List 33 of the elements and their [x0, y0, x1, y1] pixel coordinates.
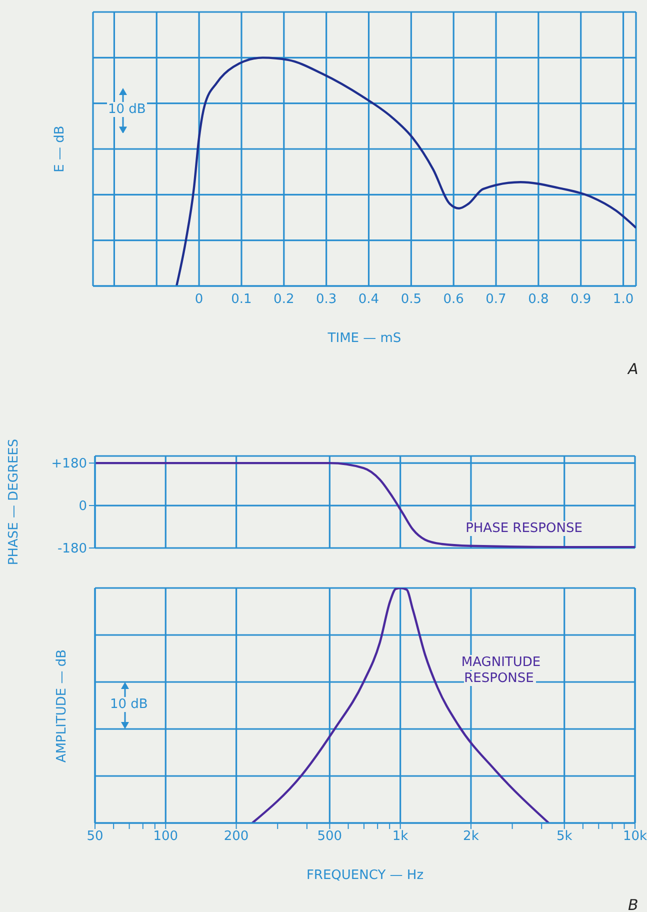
x-tick-label: 0.7 — [486, 292, 506, 308]
x-tick-label: 0 — [194, 292, 204, 308]
x-axis-title: TIME — mS — [326, 331, 402, 346]
x-tick-label: 0.8 — [528, 292, 549, 308]
x-tick-label: 0.3 — [316, 292, 337, 308]
x-tick-label: 50 — [86, 829, 104, 844]
annotation: 10 dB — [107, 102, 147, 117]
text: A — [628, 360, 638, 378]
x-tick-label: 500 — [317, 829, 342, 844]
y-tick-label: +180 — [51, 456, 87, 472]
y-tick-label: -180 — [57, 542, 87, 557]
x-tick-label: 1.0 — [612, 292, 634, 308]
annotation: 10 dB — [109, 696, 149, 712]
x-tick-label: 5k — [556, 829, 573, 844]
x-tick-label: 0.2 — [274, 292, 294, 308]
text: B — [628, 896, 638, 912]
x-tick-label: 0.1 — [231, 292, 252, 308]
x-tick-label: 10k — [622, 829, 647, 844]
x-tick-label: 0.4 — [358, 292, 380, 308]
x-tick-label: 1k — [392, 829, 409, 844]
x-tick-label: 0.6 — [443, 292, 464, 308]
x-tick-label: 2k — [463, 829, 480, 844]
x-tick-label: 0.5 — [400, 292, 422, 308]
series-label: PHASE RESPONSE — [464, 521, 584, 536]
x-axis-title: FREQUENCY — Hz — [306, 868, 424, 883]
x-tick-label: 200 — [224, 829, 249, 844]
y-axis-title: AMPLITUDE — dB — [54, 648, 70, 762]
y-tick-label: 0 — [78, 499, 87, 514]
x-tick-label: 0.9 — [570, 292, 592, 308]
x-tick-label: 100 — [153, 829, 178, 844]
series-label: MAGNITUDE RESPONSE — [459, 655, 541, 686]
y-axis-title: PHASE — DEGREES — [6, 438, 22, 566]
y-axis-title: E — dB — [52, 126, 68, 172]
